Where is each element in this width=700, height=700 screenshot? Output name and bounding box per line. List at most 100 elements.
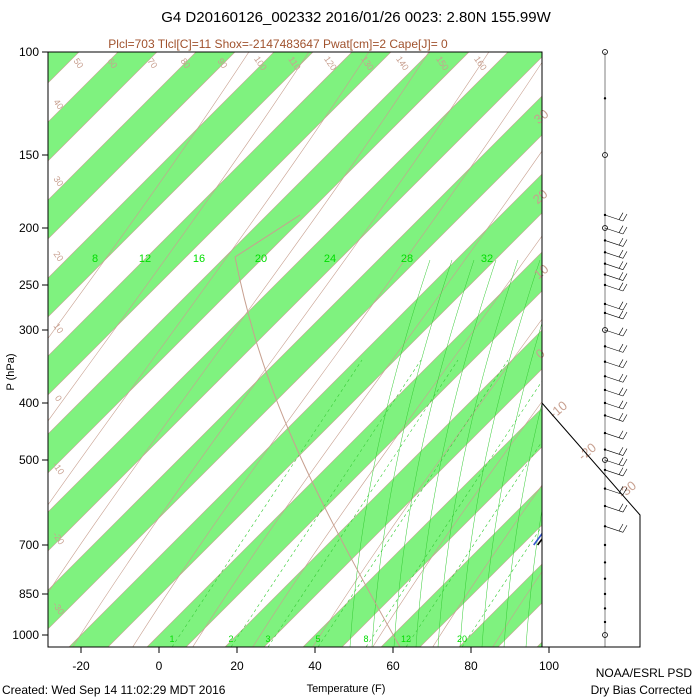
mixing-ratio-label: 20 <box>457 634 467 644</box>
isotherm-line <box>107 212 542 647</box>
wind-barb-feather <box>622 273 628 281</box>
chart-subtitle: Plcl=703 Tlcl[C]=11 Shox=-2147483647 Pwa… <box>108 37 448 51</box>
org-credit: NOAA/ESRL PSD <box>596 666 693 680</box>
dry-adiabat-label: 160 <box>472 54 489 72</box>
dry-adiabat <box>432 484 542 647</box>
wind-barb-feather <box>622 401 628 410</box>
wind-barb <box>604 252 624 259</box>
wind-barb-feather <box>618 327 624 335</box>
dry-adiabat-label: 80 <box>178 56 192 70</box>
wind-barb <box>604 415 624 422</box>
wind-barb-feather <box>622 302 628 311</box>
dewpoint-line <box>533 532 542 546</box>
x-tick-label: 20 <box>230 659 244 673</box>
moist-adiabat <box>459 259 541 647</box>
wind-calm-marker <box>602 457 608 463</box>
left-edge-label: 0 <box>53 393 64 403</box>
dry-adiabat-label: 90 <box>215 56 229 70</box>
y-tick-label: 300 <box>19 323 39 337</box>
dry-adiabat <box>252 235 542 647</box>
wind-dot <box>603 97 607 100</box>
wind-barb-feather <box>618 249 624 258</box>
x-tick-label: 80 <box>464 659 478 673</box>
moist-adiabat <box>503 402 542 647</box>
wind-barb-feather <box>622 328 628 337</box>
wind-barb <box>604 303 624 311</box>
wind-barb <box>604 312 624 320</box>
x-tick-label: 60 <box>386 659 400 673</box>
x-tick-label: 40 <box>308 659 322 673</box>
wind-barb-feather <box>618 413 624 421</box>
wind-dot <box>603 302 607 306</box>
y-tick-label: 250 <box>19 278 39 292</box>
sounding-series <box>533 532 542 546</box>
dry-adiabat-label: 50 <box>71 56 85 70</box>
wind-barb <box>604 263 624 270</box>
green-band <box>562 0 700 700</box>
wind-calm-marker <box>602 49 608 55</box>
wind-barb-feather <box>622 431 628 440</box>
mixing-ratio-lines <box>171 259 542 647</box>
bias-note: Dry Bias Corrected <box>591 683 692 697</box>
theta-e-label: 24 <box>324 253 336 265</box>
wind-barb-feather <box>622 251 628 259</box>
chart-title: G4 D20160126_002332 2016/01/26 0023: 2.8… <box>161 9 551 26</box>
isotherm-line <box>48 52 353 357</box>
wind-barb <box>604 459 624 467</box>
wind-barb-feather <box>622 388 628 397</box>
theta-e-label: 28 <box>401 253 413 265</box>
wind-barb-feather <box>622 283 628 292</box>
wind-barb-feather <box>618 387 624 395</box>
dry-adiabat <box>132 61 542 647</box>
dry-adiabat <box>520 0 700 700</box>
wind-barb <box>604 284 624 292</box>
wind-barb-feather <box>622 239 628 247</box>
wind-barb-feather <box>622 226 628 235</box>
wind-dot <box>603 620 607 624</box>
isotherm-line <box>48 52 431 435</box>
moist-adiabat <box>371 259 453 647</box>
wind-barb-feather <box>622 414 628 422</box>
y-axis-label: P (hPa) <box>5 353 17 390</box>
wind-barb-feather <box>618 261 624 269</box>
left-edge-label: 30 <box>51 174 65 188</box>
wind-barb-feather <box>618 486 624 494</box>
y-axis: 100 150 200 250 300 400 500 700 850 1000 <box>12 45 48 642</box>
isotherm-line <box>48 52 509 513</box>
x-tick-label: 100 <box>539 659 559 673</box>
theta-e-label: 16 <box>193 253 205 265</box>
wind-calm-marker <box>602 327 608 333</box>
x-axis: -20 0 20 40 60 80 100 <box>72 647 559 673</box>
wind-barb-feather <box>618 400 624 408</box>
wind-profile-panel <box>541 49 641 648</box>
wind-barb-feather <box>622 311 628 320</box>
theta-e-label: 12 <box>139 253 151 265</box>
wind-dot <box>603 607 607 610</box>
wind-barb-feather <box>618 467 624 475</box>
isotherm-line <box>146 251 542 647</box>
wind-dot <box>603 311 607 315</box>
wind-dot <box>603 468 607 472</box>
wind-barb-feather <box>622 360 628 368</box>
moist-adiabat <box>525 508 542 647</box>
y-tick-label: 700 <box>19 538 39 552</box>
wind-barb <box>604 329 624 337</box>
isotherm-line <box>679 0 700 700</box>
isotherm-line <box>68 173 542 647</box>
dry-adiabat <box>372 401 542 647</box>
wind-barb-feather <box>618 238 624 246</box>
isotherm-line <box>185 290 542 647</box>
dry-adiabat <box>492 571 542 647</box>
created-timestamp: Created: Wed Sep 14 11:02:29 MDT 2016 <box>2 683 226 697</box>
dry-adiabat <box>48 52 250 339</box>
wind-barb <box>604 469 624 477</box>
mixing-ratio-label: 12 <box>401 634 411 644</box>
left-edge-label: 10 <box>51 321 65 335</box>
wind-calm-marker <box>602 225 608 231</box>
wind-barb-feather <box>622 375 628 383</box>
right-edge-label: -20 <box>575 440 599 464</box>
y-tick-label: 150 <box>19 148 39 162</box>
